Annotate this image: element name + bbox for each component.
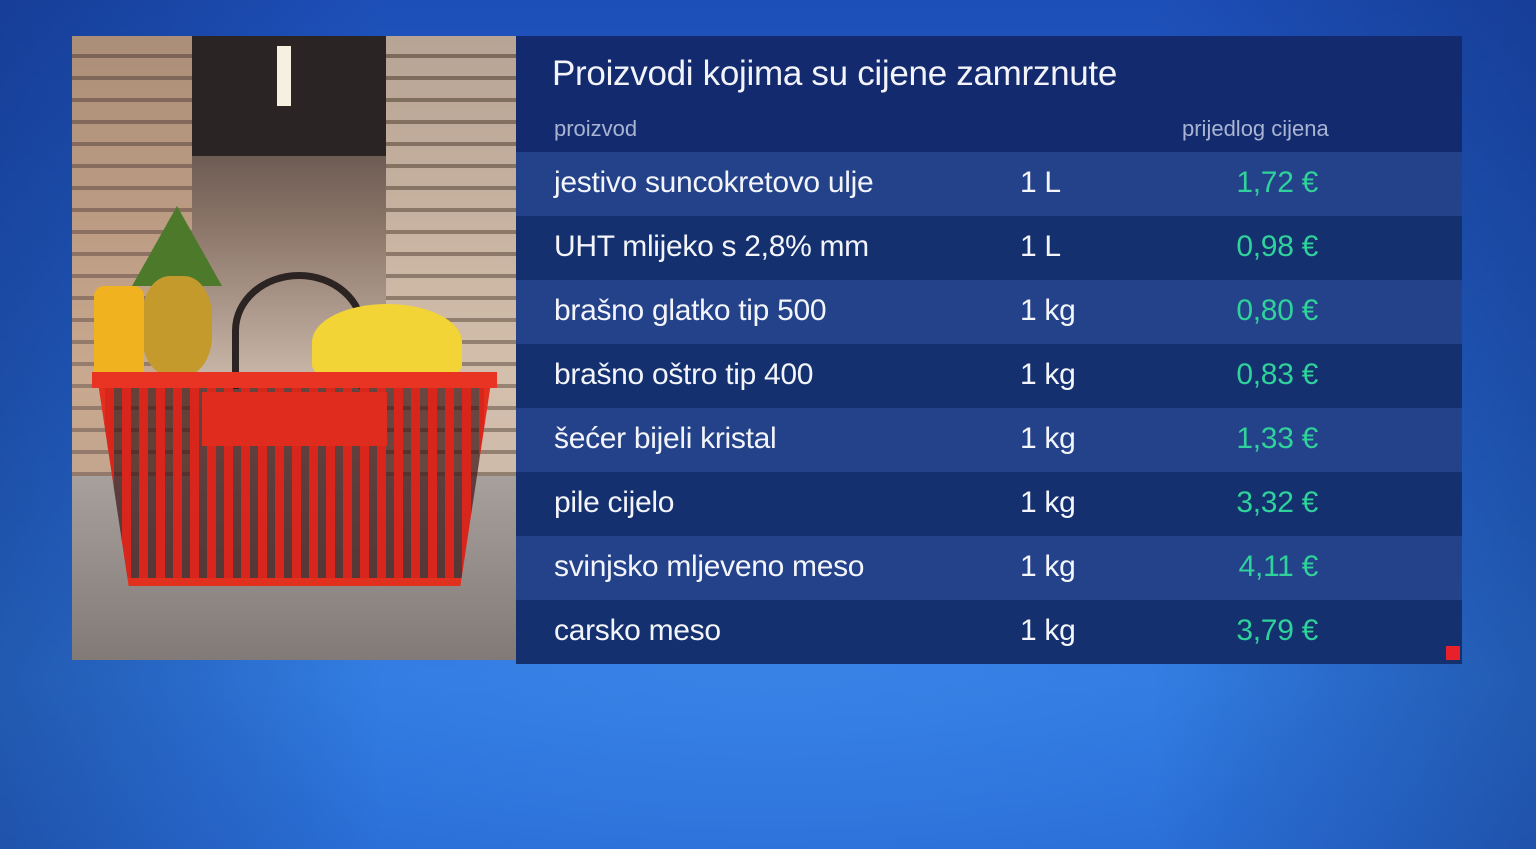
red-corner-marker: [1446, 646, 1460, 660]
product-unit: 1 kg: [1020, 358, 1076, 391]
price-freeze-graphic: Proizvodi kojima su cijene zamrznute pro…: [72, 36, 1462, 664]
bananas: [312, 304, 462, 380]
table-row: šećer bijeli kristal 1 kg 1,33 €: [516, 408, 1462, 472]
table-row: pile cijelo 1 kg 3,32 €: [516, 472, 1462, 536]
product-unit: 1 kg: [1020, 550, 1076, 583]
table-row: UHT mlijeko s 2,8% mm 1 L 0,98 €: [516, 216, 1462, 280]
table-row: brašno oštro tip 400 1 kg 0,83 €: [516, 344, 1462, 408]
product-name: UHT mlijeko s 2,8% mm: [554, 230, 869, 263]
pineapple: [142, 276, 212, 376]
product-price: 3,79 €: [1236, 614, 1318, 647]
product-name: carsko meso: [554, 614, 721, 647]
shopping-basket-photo: [72, 36, 516, 660]
table-title: Proizvodi kojima su cijene zamrznute: [552, 54, 1117, 93]
product-unit: 1 kg: [1020, 486, 1076, 519]
product-name: brašno oštro tip 400: [554, 358, 814, 391]
product-price: 3,32 €: [1236, 486, 1318, 519]
basket-rim: [92, 372, 497, 388]
product-name: šećer bijeli kristal: [554, 422, 777, 455]
basket-label-plate: [202, 392, 387, 446]
product-name: jestivo suncokretovo ulje: [554, 166, 874, 199]
product-unit: 1 L: [1020, 166, 1061, 199]
product-unit: 1 kg: [1020, 422, 1076, 455]
column-header-price: prijedlog cijena: [1182, 116, 1329, 141]
product-price: 0,83 €: [1236, 358, 1318, 391]
table-row: carsko meso 1 kg 3,79 €: [516, 600, 1462, 664]
product-price: 0,98 €: [1236, 230, 1318, 263]
column-header-product: proizvod: [554, 116, 638, 141]
pineapple-leaves: [132, 206, 222, 286]
product-price: 4,11 €: [1238, 550, 1319, 583]
table-row: brašno glatko tip 500 1 kg 0,80 €: [516, 280, 1462, 344]
product-price: 1,72 €: [1236, 166, 1318, 199]
table-row: jestivo suncokretovo ulje 1 L 1,72 €: [516, 152, 1462, 216]
product-name: svinjsko mljeveno meso: [554, 550, 865, 583]
ceiling-light: [277, 46, 291, 106]
product-name: pile cijelo: [554, 486, 675, 519]
product-name: brašno glatko tip 500: [554, 294, 827, 327]
table-row: svinjsko mljeveno meso 1 kg 4,11 €: [516, 536, 1462, 600]
product-price: 0,80 €: [1236, 294, 1318, 327]
bottle: [94, 286, 144, 386]
product-unit: 1 kg: [1020, 614, 1076, 647]
price-table: Proizvodi kojima su cijene zamrznute pro…: [516, 36, 1462, 664]
product-unit: 1 kg: [1020, 294, 1076, 327]
product-price: 1,33 €: [1236, 422, 1318, 455]
product-unit: 1 L: [1020, 230, 1061, 263]
